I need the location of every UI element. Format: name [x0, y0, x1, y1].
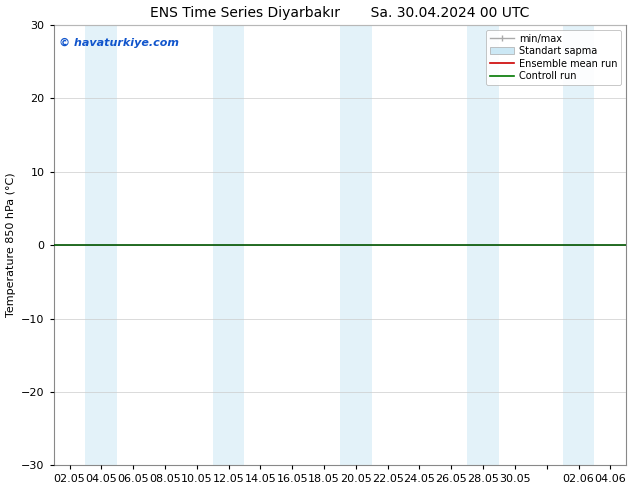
Y-axis label: Temperature 850 hPa (°C): Temperature 850 hPa (°C): [6, 173, 16, 318]
Bar: [212, 25, 245, 465]
Bar: [562, 25, 595, 465]
Legend: min/max, Standart sapma, Ensemble mean run, Controll run: min/max, Standart sapma, Ensemble mean r…: [486, 30, 621, 85]
Bar: [86, 25, 117, 465]
Title: ENS Time Series Diyarbakır       Sa. 30.04.2024 00 UTC: ENS Time Series Diyarbakır Sa. 30.04.202…: [150, 5, 529, 20]
Bar: [340, 25, 372, 465]
Bar: [467, 25, 499, 465]
Text: © havaturkiye.com: © havaturkiye.com: [60, 38, 179, 48]
